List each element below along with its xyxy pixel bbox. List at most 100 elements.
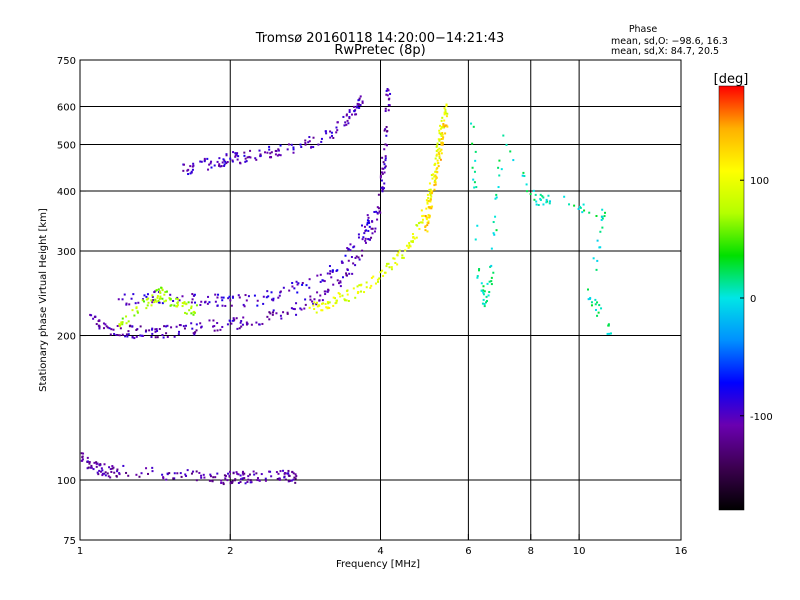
data-point <box>161 473 164 476</box>
data-point <box>110 470 113 473</box>
data-point <box>347 299 350 302</box>
data-point <box>254 157 257 160</box>
data-point <box>482 289 485 292</box>
data-point <box>581 211 584 214</box>
data-point <box>294 477 297 480</box>
data-point <box>436 144 439 147</box>
data-point <box>81 455 84 458</box>
data-point <box>166 324 169 327</box>
data-point <box>542 196 545 199</box>
data-point <box>438 132 441 135</box>
data-point <box>319 294 322 297</box>
colorbar-tick-label: -100 <box>750 412 773 423</box>
data-point <box>200 325 203 328</box>
data-point <box>332 296 335 299</box>
data-point <box>190 301 193 304</box>
data-point <box>229 482 232 485</box>
data-point <box>337 292 340 295</box>
data-point <box>378 277 381 280</box>
data-point <box>443 111 446 114</box>
data-point <box>86 460 89 463</box>
data-point <box>389 92 392 95</box>
data-point <box>156 295 159 298</box>
data-point <box>163 293 166 296</box>
data-point <box>545 201 548 204</box>
data-point <box>485 301 488 304</box>
data-point <box>482 293 485 296</box>
data-point <box>176 296 179 299</box>
data-point <box>246 156 249 159</box>
data-point <box>435 153 438 156</box>
data-point <box>187 173 190 176</box>
data-point <box>577 207 580 210</box>
data-point <box>474 150 477 153</box>
data-point <box>240 319 243 322</box>
data-point <box>349 249 352 252</box>
data-point <box>426 193 429 196</box>
data-point <box>210 479 213 482</box>
data-point <box>90 464 93 467</box>
data-point <box>150 335 153 338</box>
data-point <box>610 332 613 335</box>
data-point <box>118 473 121 476</box>
data-point <box>441 126 444 129</box>
data-point <box>370 276 373 279</box>
data-point <box>526 190 529 193</box>
data-point <box>353 110 356 113</box>
data-point <box>535 200 538 203</box>
data-point <box>155 300 158 303</box>
colorbar-tick-label: 0 <box>750 294 756 305</box>
data-point <box>277 296 280 299</box>
data-point <box>151 327 154 330</box>
data-point <box>308 278 311 281</box>
data-point <box>268 145 271 148</box>
data-point <box>599 230 602 233</box>
data-point <box>261 322 264 325</box>
data-points <box>80 88 613 486</box>
data-point <box>219 165 222 168</box>
data-point <box>373 230 376 233</box>
data-point <box>290 143 293 146</box>
data-point <box>161 297 164 300</box>
data-point <box>434 181 437 184</box>
data-point <box>379 174 382 177</box>
data-point <box>592 257 595 260</box>
stats-heading: Phase <box>629 24 658 35</box>
data-point <box>346 293 349 296</box>
y-tick-label: 400 <box>57 187 76 198</box>
data-point <box>327 302 330 305</box>
data-point <box>428 215 431 218</box>
data-point <box>108 466 111 469</box>
data-point <box>223 163 226 166</box>
data-point <box>292 307 295 310</box>
data-point <box>401 254 404 257</box>
data-point <box>304 143 307 146</box>
data-point <box>192 164 195 167</box>
data-point <box>145 295 148 298</box>
data-point <box>163 325 166 328</box>
data-point <box>430 195 433 198</box>
data-point <box>262 302 265 305</box>
data-point <box>383 166 386 169</box>
data-point <box>425 216 428 219</box>
data-point <box>380 186 383 189</box>
data-point <box>221 304 224 307</box>
data-point <box>132 293 135 296</box>
data-point <box>379 211 382 214</box>
data-point <box>217 164 220 167</box>
data-point <box>279 314 282 317</box>
data-point <box>238 296 241 299</box>
data-point <box>339 281 342 284</box>
data-point <box>539 198 542 201</box>
data-point <box>105 325 108 328</box>
data-point <box>483 290 486 293</box>
data-point <box>95 323 98 326</box>
data-point <box>294 473 297 476</box>
data-point <box>335 299 338 302</box>
data-point <box>269 312 272 315</box>
data-point <box>367 216 370 219</box>
x-axis-label: Frequency [MHz] <box>336 559 420 570</box>
data-point <box>181 305 184 308</box>
data-point <box>492 232 495 235</box>
data-point <box>272 309 275 312</box>
